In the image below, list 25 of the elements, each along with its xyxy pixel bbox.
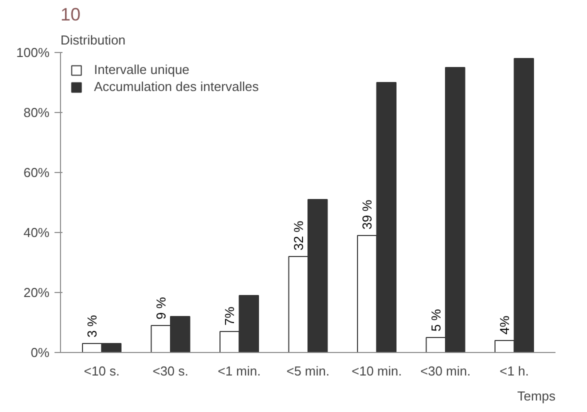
x-tick-label: <1 min.: [218, 364, 261, 378]
chart-title: 10: [60, 4, 81, 24]
y-axis-title: Distribution: [60, 32, 126, 48]
y-tick-label: 40%: [23, 225, 50, 240]
x-tick-label: <30 min.: [420, 364, 471, 378]
data-label: 39 %: [360, 199, 375, 230]
legend-label: Accumulation des intervalles: [94, 79, 259, 94]
data-label: 4%: [497, 315, 512, 334]
data-label: 3 %: [84, 314, 100, 338]
x-tick-label: <30 s.: [152, 364, 188, 378]
x-tick-label: <1 h.: [500, 364, 529, 378]
y-tick-label: 20%: [23, 285, 50, 300]
y-tick-label: 100%: [16, 45, 50, 60]
y-tick-label: 80%: [23, 105, 50, 120]
data-label: 9 %: [153, 296, 168, 320]
x-tick-label: <10 s.: [84, 364, 120, 378]
data-label: 32 %: [290, 220, 306, 250]
y-tick-label: 60%: [23, 165, 50, 180]
x-tick-label: <10 min.: [352, 364, 402, 378]
y-tick-label: 0%: [30, 345, 50, 360]
legend-label: Intervalle unique: [94, 62, 190, 77]
x-tick-label: <5 min.: [286, 364, 330, 378]
x-axis-title: Temps: [517, 388, 556, 404]
data-label: 7%: [222, 306, 238, 326]
data-label: 5 %: [428, 308, 444, 332]
